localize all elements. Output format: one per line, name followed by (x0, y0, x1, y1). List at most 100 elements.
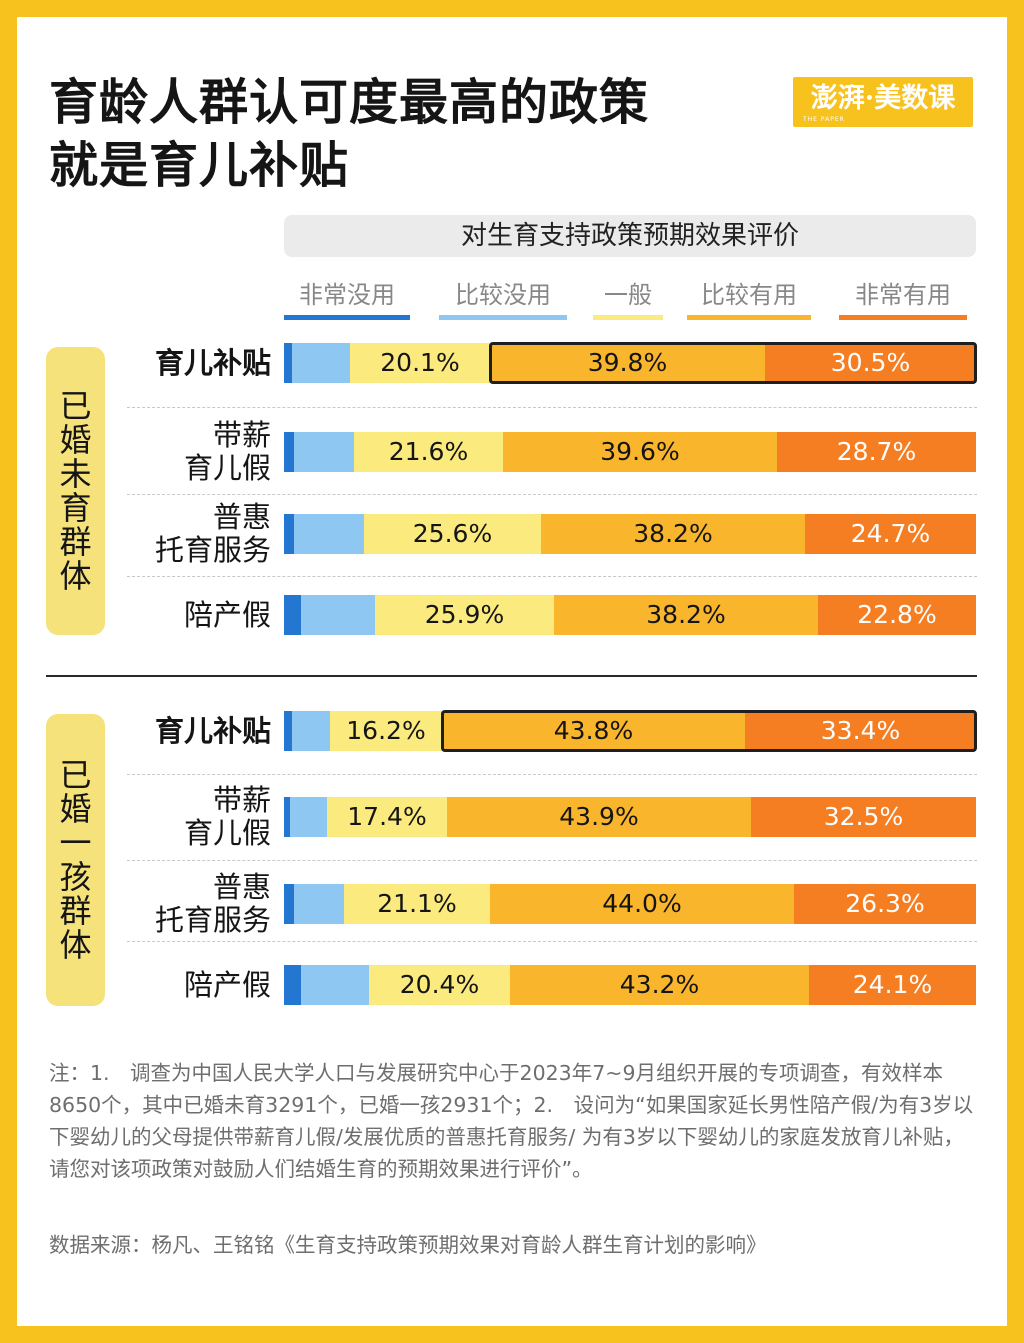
data-label: 26.3% (845, 889, 925, 918)
chart-title-bar: 对生育支持政策预期效果评价 (284, 215, 976, 257)
stacked-bar: 25.6% 38.2% 24.7% (284, 514, 976, 554)
row-separator (127, 407, 977, 408)
row-separator (127, 774, 977, 775)
data-label: 39.8% (587, 348, 668, 377)
data-label: 33.4% (820, 716, 901, 745)
bar-segment-非常有用 (751, 797, 976, 837)
data-label: 24.1% (852, 970, 933, 999)
row-label: 育儿补贴 (154, 345, 271, 380)
stacked-bar: 20.4% 43.2% 24.1% (284, 965, 976, 1005)
legend-label: 非常有用 (855, 281, 951, 309)
bar-segment-比较有用 (490, 884, 794, 924)
legend-swatch (687, 315, 811, 320)
footnote: 注：1. 调查为中国人民大学人口与发展研究中心于2023年7~9月组织开展的专项… (49, 1061, 974, 1181)
stacked-bar: 20.1% 39.8% 30.5% (284, 342, 977, 384)
bar-segment-比较没用 (292, 711, 330, 751)
bar-segment-非常没用 (284, 711, 292, 751)
data-label: 43.8% (553, 716, 634, 745)
bar-segment-非常有用 (777, 432, 976, 472)
bar-segment-比较有用 (503, 432, 777, 472)
bar-segment-比较有用 (442, 711, 745, 751)
row-separator (127, 860, 977, 861)
data-label: 24.7% (850, 519, 931, 548)
data-label: 28.7% (836, 437, 917, 466)
data-source: 数据来源：杨凡、王铭铭《生育支持政策预期效果对育龄人群生育计划的影响》 (49, 1233, 767, 1257)
bar-segment-非常没用 (284, 884, 294, 924)
data-label: 17.4% (347, 802, 427, 831)
bar-segment-一般 (330, 711, 442, 751)
legend-swatch (439, 315, 567, 320)
data-label: 39.6% (600, 437, 680, 466)
data-label: 44.0% (602, 889, 682, 918)
legend-label: 一般 (604, 281, 652, 309)
infographic-card: 育龄人群认可度最高的政策 就是育儿补贴 澎湃·美数课 THE PAPER 对生育… (17, 17, 1007, 1326)
legend-label: 比较没用 (455, 281, 551, 309)
bar-segment-一般 (327, 797, 447, 837)
page-title: 育龄人群认可度最高的政策 就是育儿补贴 (49, 74, 650, 194)
row-separator (127, 494, 977, 495)
group-label: 已 婚 一 孩 群 体 (59, 756, 92, 964)
data-label: 20.1% (380, 348, 460, 377)
row-label: 普惠 托育服务 (154, 500, 271, 567)
row-separator (127, 941, 977, 942)
data-label: 16.2% (346, 716, 426, 745)
legend-item: 比较没用 (439, 277, 567, 320)
stacked-bar: 17.4% 43.9% 32.5% (284, 797, 976, 837)
legend-label: 非常没用 (299, 281, 395, 309)
data-label: 22.8% (857, 600, 937, 629)
legend-item: 非常没用 (284, 277, 410, 320)
bar-segment-比较有用 (510, 965, 809, 1005)
bar-segment-非常有用 (794, 884, 976, 924)
bar-segment-比较有用 (447, 797, 751, 837)
bar-segment-比较没用 (301, 595, 375, 635)
bar-segment-非常没用 (284, 797, 290, 837)
group-label: 已 婚 未 育 群 体 (59, 387, 92, 595)
row-label: 带薪 育儿假 (183, 418, 271, 485)
group-divider (46, 675, 977, 677)
row-label: 陪产假 (183, 967, 271, 1002)
stacked-bar: 21.6% 39.6% 28.7% (284, 432, 976, 472)
bar-segment-非常有用 (818, 595, 976, 635)
bar-segment-比较没用 (301, 965, 369, 1005)
bar-segment-非常没用 (284, 343, 292, 383)
bar-segment-一般 (350, 343, 490, 383)
bar-segment-一般 (364, 514, 541, 554)
bar-segment-一般 (354, 432, 503, 472)
bar-segment-非常有用 (809, 965, 976, 1005)
row-label: 带薪 育儿假 (183, 783, 271, 850)
stacked-bar: 25.9% 38.2% 22.8% (284, 595, 976, 635)
bar-segment-比较没用 (292, 343, 350, 383)
row-separator (127, 576, 977, 577)
group-label-box: 已 婚 未 育 群 体 (46, 347, 105, 635)
legend-swatch (839, 315, 967, 320)
stacked-bar: 16.2% 43.8% 33.4% (284, 710, 977, 752)
bar-segment-非常有用 (805, 514, 976, 554)
legend-item: 非常有用 (839, 277, 967, 320)
data-label: 20.4% (399, 970, 480, 999)
legend-swatch (284, 315, 410, 320)
bar-segment-一般 (369, 965, 510, 1005)
data-label: 43.2% (619, 970, 700, 999)
bar-segment-非常有用 (745, 711, 976, 751)
bar-segment-一般 (344, 884, 490, 924)
row-label: 陪产假 (183, 597, 271, 632)
bar-segment-非常有用 (765, 343, 976, 383)
bar-segment-非常没用 (284, 965, 301, 1005)
data-label: 38.2% (633, 519, 713, 548)
data-label: 32.5% (823, 802, 904, 831)
bar-segment-比较没用 (294, 432, 354, 472)
bar-segment-比较有用 (541, 514, 805, 554)
stacked-bar: 21.1% 44.0% 26.3% (284, 884, 976, 924)
data-label: 21.6% (388, 437, 469, 466)
highlight-outline (489, 342, 977, 384)
data-label: 25.6% (412, 519, 493, 548)
brand-logo-subtext: THE PAPER (803, 116, 845, 123)
legend-item: 一般 (593, 277, 663, 320)
bar-segment-一般 (375, 595, 554, 635)
group-label-box: 已 婚 一 孩 群 体 (46, 714, 105, 1006)
bar-segment-比较没用 (294, 884, 344, 924)
highlight-outline (441, 710, 977, 752)
legend-swatch (593, 315, 663, 320)
bar-segment-比较有用 (554, 595, 818, 635)
bar-segment-比较有用 (490, 343, 765, 383)
